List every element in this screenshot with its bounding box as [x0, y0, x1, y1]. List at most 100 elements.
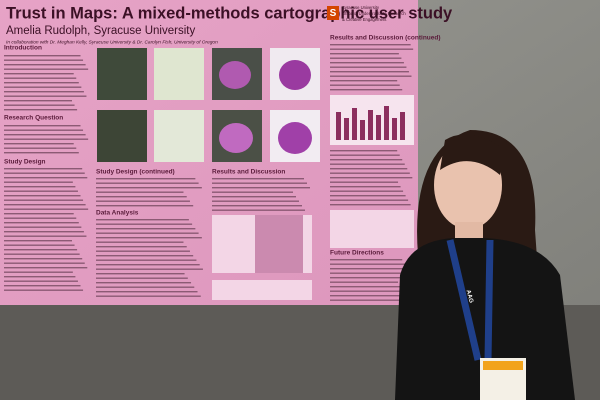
text-line [330, 48, 414, 50]
text-line [4, 262, 85, 264]
text-line [96, 273, 185, 275]
table-highlight [255, 215, 303, 273]
text-line [4, 73, 74, 75]
map-overlay [279, 60, 311, 90]
text-line [4, 129, 84, 131]
text-line [4, 213, 74, 215]
text-line [330, 281, 399, 283]
text-line [4, 226, 82, 228]
text-line [96, 191, 184, 193]
text-line [330, 177, 413, 179]
text-line [96, 182, 199, 184]
text-line [4, 91, 84, 93]
text-line [4, 222, 79, 224]
text-line [4, 190, 78, 192]
text-line [4, 64, 86, 66]
text-line [4, 217, 77, 219]
text-line [330, 277, 413, 279]
text-line [4, 235, 87, 237]
text-line [4, 244, 75, 246]
section-heading: Future Directions [330, 250, 384, 257]
text-line [4, 143, 74, 145]
text-line [330, 150, 398, 152]
text-line [4, 285, 81, 287]
text-line [212, 200, 299, 202]
text-line [4, 204, 86, 206]
text-line [4, 86, 82, 88]
text-line [330, 163, 405, 165]
text-line [96, 200, 190, 202]
text-line [4, 271, 73, 273]
text-line [4, 100, 72, 102]
text-line [4, 208, 89, 210]
text-line [330, 89, 403, 91]
shirt [395, 238, 575, 400]
text-line [4, 177, 88, 179]
text-line [330, 172, 410, 174]
text-line [212, 178, 304, 180]
logo-line: & Creative Engagement [342, 17, 387, 22]
text-line [330, 84, 400, 86]
text-line [330, 168, 408, 170]
text-line [4, 267, 88, 269]
text-line [4, 231, 84, 233]
text-line [4, 59, 84, 61]
text-line [4, 77, 77, 79]
text-line [96, 259, 197, 261]
logo-mark: S [330, 8, 337, 19]
text-line [4, 168, 83, 170]
section-heading: Data Analysis [96, 210, 139, 217]
text-line [330, 259, 403, 261]
text-line [96, 246, 187, 248]
poster-title: Trust in Maps: A mixed-methods cartograp… [6, 4, 453, 22]
text-line [4, 104, 75, 106]
text-line [330, 204, 411, 206]
text-line [330, 299, 409, 301]
text-line [96, 205, 194, 207]
text-line [96, 250, 190, 252]
map-image [97, 48, 147, 100]
text-line [330, 80, 398, 82]
logo-line: Syracuse University [342, 5, 380, 10]
text-line [4, 134, 86, 136]
text-line [212, 187, 310, 189]
text-line [4, 240, 72, 242]
text-line [330, 295, 406, 297]
text-line [96, 187, 202, 189]
text-line [4, 280, 78, 282]
table [330, 210, 414, 248]
poster-author: Amelia Rudolph, Syracuse University [6, 25, 195, 37]
text-line [4, 109, 78, 111]
section-heading: Study Design (continued) [96, 169, 175, 176]
text-line [4, 258, 83, 260]
map-image [97, 110, 147, 162]
text-line [96, 268, 203, 270]
text-line [330, 44, 411, 46]
table [212, 280, 312, 300]
section-heading: Research Question [4, 115, 63, 122]
map-image [154, 110, 204, 162]
text-line [96, 241, 184, 243]
text-line [4, 172, 85, 174]
text-line [4, 186, 76, 188]
text-line [330, 263, 405, 265]
section-heading: Results and Discussion [212, 169, 285, 176]
text-line [212, 191, 293, 193]
text-line [4, 253, 80, 255]
text-line [96, 277, 188, 279]
text-line [330, 181, 399, 183]
map-overlay [219, 61, 251, 89]
section-heading: Study Design [4, 159, 46, 166]
text-line [96, 196, 187, 198]
text-line [330, 75, 412, 77]
lanyard [446, 239, 494, 361]
text-line [212, 205, 302, 207]
map-overlay [219, 123, 253, 153]
text-line [212, 209, 305, 211]
text-line [330, 272, 410, 274]
map-overlay [278, 122, 312, 154]
text-line [330, 57, 402, 59]
text-line [330, 71, 409, 73]
text-line [212, 182, 307, 184]
text-line [4, 152, 79, 154]
